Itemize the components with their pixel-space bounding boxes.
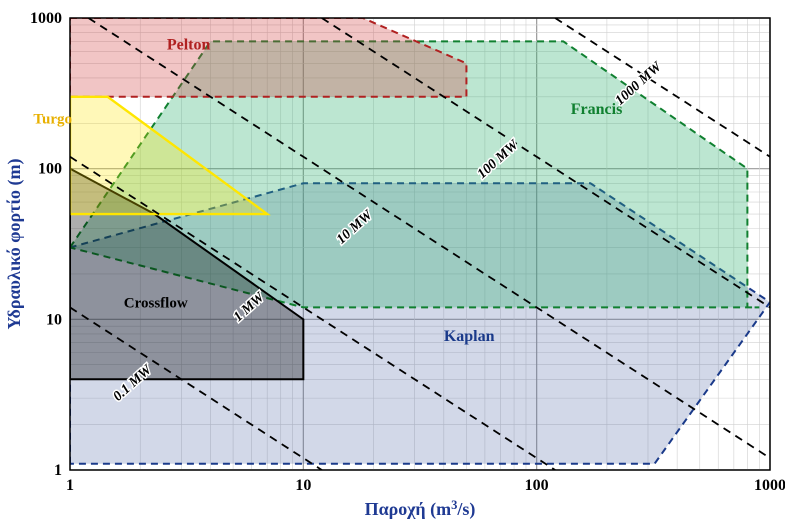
y-tick-label: 100 — [38, 161, 62, 178]
y-tick-label: 1000 — [30, 10, 62, 27]
x-axis-label: Παροχή (m3/s) — [365, 498, 476, 520]
x-tick-label: 100 — [525, 477, 549, 494]
y-axis-label: Υδραυλικό φορτίο (m) — [4, 158, 25, 329]
region-label-kaplan: Kaplan — [444, 328, 495, 345]
chart-svg: 0.1 MW0.1 MW1 MW1 MW10 MW10 MW100 MW100 … — [0, 0, 785, 527]
x-tick-label: 1000 — [754, 477, 785, 494]
region-label-turgo: Turgo — [33, 111, 72, 127]
region-label-crossflow: Crossflow — [124, 295, 188, 311]
x-tick-label: 1 — [66, 477, 74, 494]
turbine-selection-chart: 0.1 MW0.1 MW1 MW1 MW10 MW10 MW100 MW100 … — [0, 0, 785, 527]
y-tick-label: 10 — [46, 311, 62, 328]
x-tick-label: 10 — [295, 477, 311, 494]
y-tick-label: 1 — [54, 462, 62, 479]
region-label-francis: Francis — [571, 101, 623, 118]
region-label-pelton: Pelton — [167, 36, 211, 53]
